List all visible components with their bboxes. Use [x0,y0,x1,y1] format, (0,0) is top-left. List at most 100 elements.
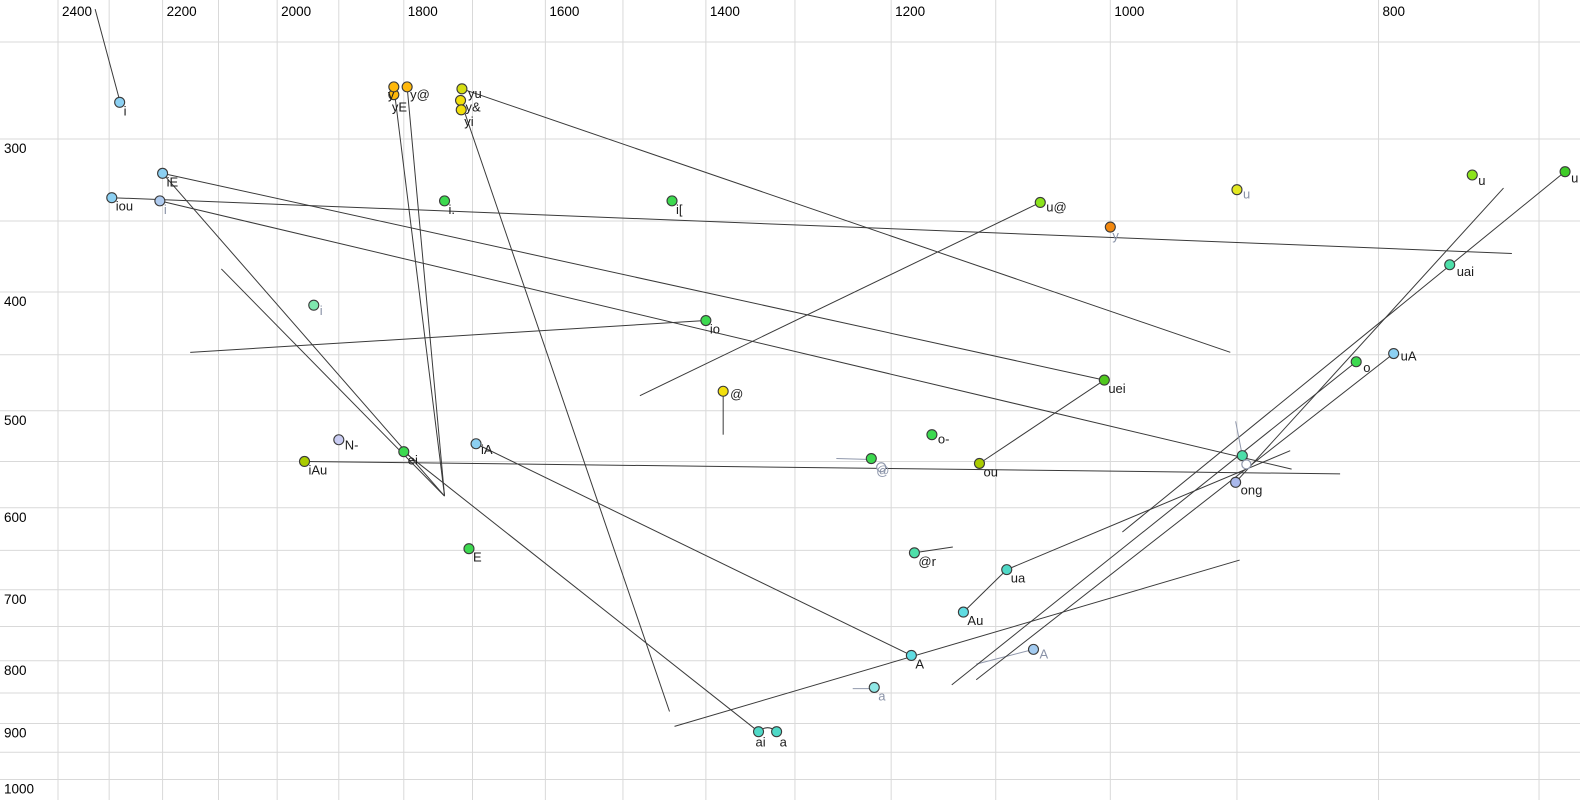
trajectory-line [836,458,872,461]
point-label: i [320,303,323,318]
data-point-i [154,195,166,207]
data-point-yx [401,81,413,93]
point-label: yu [468,86,482,101]
point-label: a [878,688,886,703]
point-label: y@ [410,87,430,102]
data-point-ou [973,457,986,469]
data-point-yi [455,104,467,116]
trajectory-line [406,86,446,497]
trajectory-line [914,546,953,554]
trajectory-line [162,172,1105,381]
data-point-a [868,681,880,693]
point-label: yi [464,114,474,129]
point-label: iAu [309,462,328,477]
data-point-yu [456,83,468,95]
data-point-Au [957,606,969,618]
trajectory-line [1006,450,1291,571]
point-label: u [1571,171,1578,186]
trajectory-line [1235,421,1243,456]
trajectory-line [461,88,1231,353]
data-point-u [1231,184,1243,196]
point-label: o [1363,360,1370,375]
point-label: o- [938,432,950,447]
x-axis-tick-label: 1800 [408,4,438,19]
point-label: A [915,656,924,671]
data-point-uai [1444,259,1456,271]
point-label: ong [1241,482,1263,497]
trajectory-line [1235,187,1504,483]
x-axis-tick-label: 1400 [710,4,740,19]
trajectory-line [403,451,759,733]
x-axis-tick-label: 1600 [549,4,579,19]
point-label: Au [967,613,983,628]
point-label: iE [167,174,179,189]
point-label: uai [1457,264,1474,279]
y-axis-tick-label: 400 [4,294,27,309]
trajectory-line [674,559,1240,727]
point-label: @ [876,463,889,478]
data-point-uei [1098,374,1110,386]
trajectory-line [393,86,446,497]
point-label: iou [116,199,133,214]
data-point-xr [908,547,920,559]
trajectory-line [190,320,706,353]
point-label: ei [408,453,418,468]
point-label: ou [983,464,997,479]
point-label: @ [730,386,743,401]
data-point-ox [926,429,938,441]
point-label: A [1039,646,1048,661]
data-point-E [463,543,475,555]
y-axis-tick-label: 800 [4,663,27,678]
trajectory-line [460,100,670,712]
point-label: y& [466,99,482,114]
y-axis-tick-label: 500 [4,413,27,428]
data-point-u [1466,169,1478,181]
point-label: i[ [676,202,683,217]
point-label: yE [392,100,408,115]
point-label: uei [1108,381,1125,396]
data-point-o [1350,356,1362,368]
data-point-a [771,726,783,738]
trajectory-line [111,197,1512,254]
trajectory-line [221,268,445,497]
y-axis-tick-label: 300 [4,141,27,156]
data-point-yx [454,94,467,106]
x-axis-tick-label: 1200 [895,4,925,19]
point-label: iA [481,442,493,457]
trajectory-line [159,200,1292,470]
point-label: i. [449,202,456,217]
point-label: uA [1401,349,1417,364]
data-point-ix [666,195,678,207]
y-axis-tick-label: 900 [4,725,27,740]
data-point-x [876,462,887,473]
trajectory-line [963,569,1008,613]
x-axis-tick-label: 800 [1383,4,1406,19]
trajectory-line [94,8,121,101]
point-label: E [473,550,482,565]
data-point-ong [1230,476,1242,488]
point-label: u@ [1046,199,1066,214]
point-label: u [1478,173,1485,188]
data-point-u [1559,166,1571,178]
data-point-uA [1388,347,1400,360]
point-label: io [710,322,720,337]
data-point-iou [106,192,118,204]
trajectory-line [979,379,1105,464]
data-point [1241,459,1252,470]
x-axis-tick-label: 1000 [1114,4,1144,19]
point-label: u [1243,187,1250,202]
data-point-y [1104,221,1116,233]
data-point-i [308,299,320,311]
trajectory-line [1122,171,1566,533]
point-label: y [1112,228,1119,243]
y-axis-tick-label: 700 [4,592,27,607]
y-axis-tick-label: 1000 [4,782,34,797]
data-point-ei [398,446,410,458]
point-label: ua [1011,571,1026,586]
point-label: N- [345,438,359,453]
data-point-x [717,385,729,397]
trajectory-line [304,460,1341,475]
point-label: @r [918,554,936,569]
